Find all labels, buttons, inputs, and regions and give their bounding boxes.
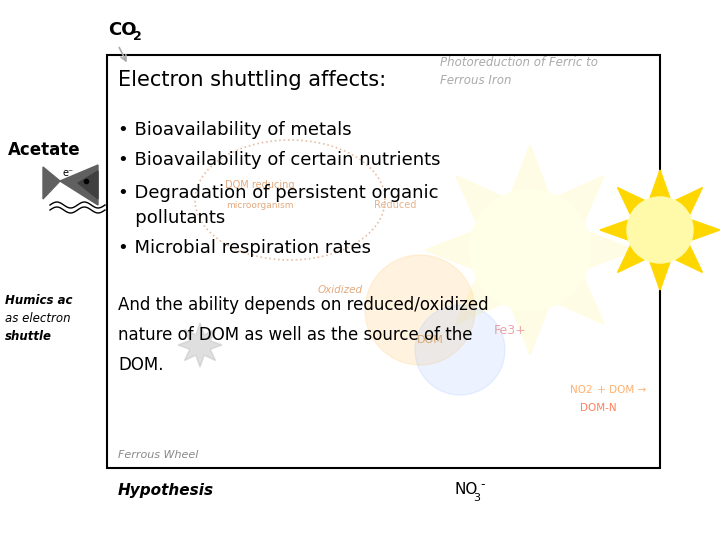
Text: shuttle: shuttle [5, 329, 52, 342]
Text: Fe3+: Fe3+ [494, 323, 526, 336]
Circle shape [469, 190, 590, 310]
Polygon shape [425, 145, 635, 355]
Text: + DOM →: + DOM → [594, 385, 647, 395]
Text: pollutants: pollutants [118, 209, 225, 227]
Text: • Degradation of persistent organic: • Degradation of persistent organic [118, 184, 438, 202]
Text: microorganism: microorganism [226, 200, 294, 210]
Text: Electron shuttling affects:: Electron shuttling affects: [118, 70, 386, 90]
Circle shape [190, 335, 210, 355]
Text: -: - [480, 478, 485, 491]
Text: Ferrous Wheel: Ferrous Wheel [118, 450, 199, 460]
Polygon shape [78, 171, 98, 199]
Text: DOM.: DOM. [118, 356, 163, 374]
Text: as electron: as electron [5, 312, 71, 325]
Text: Hypothesis: Hypothesis [118, 483, 214, 497]
Polygon shape [600, 170, 720, 290]
Text: 3: 3 [473, 493, 480, 503]
Text: DOM: DOM [417, 335, 444, 345]
Text: Humics ac: Humics ac [5, 294, 73, 307]
Text: Reduced: Reduced [374, 200, 416, 210]
Text: • Microbial respiration rates: • Microbial respiration rates [118, 239, 371, 257]
Text: DOM-N: DOM-N [580, 403, 616, 413]
Circle shape [627, 197, 693, 263]
Text: e⁻: e⁻ [63, 168, 73, 178]
Text: 2: 2 [133, 30, 142, 44]
Text: • Bioavailability of metals: • Bioavailability of metals [118, 121, 351, 139]
Circle shape [365, 255, 475, 365]
Text: CO: CO [108, 21, 137, 39]
Text: DOM reducing: DOM reducing [225, 180, 294, 190]
Polygon shape [178, 323, 222, 367]
Text: Oxidized: Oxidized [318, 285, 363, 295]
Circle shape [415, 305, 505, 395]
Text: nature of DOM as well as the source of the: nature of DOM as well as the source of t… [118, 326, 472, 344]
Bar [107, 55, 660, 468]
Text: NO: NO [455, 483, 478, 497]
Text: NO2: NO2 [570, 385, 593, 395]
Text: • Bioavailability of certain nutrients: • Bioavailability of certain nutrients [118, 151, 441, 169]
Polygon shape [60, 165, 98, 205]
Text: And the ability depends on reduced/oxidized: And the ability depends on reduced/oxidi… [118, 296, 489, 314]
Text: Photoreduction of Ferric to: Photoreduction of Ferric to [440, 56, 598, 69]
Text: Ferrous Iron: Ferrous Iron [440, 73, 511, 86]
Polygon shape [43, 167, 60, 199]
Text: Acetate: Acetate [8, 141, 81, 159]
